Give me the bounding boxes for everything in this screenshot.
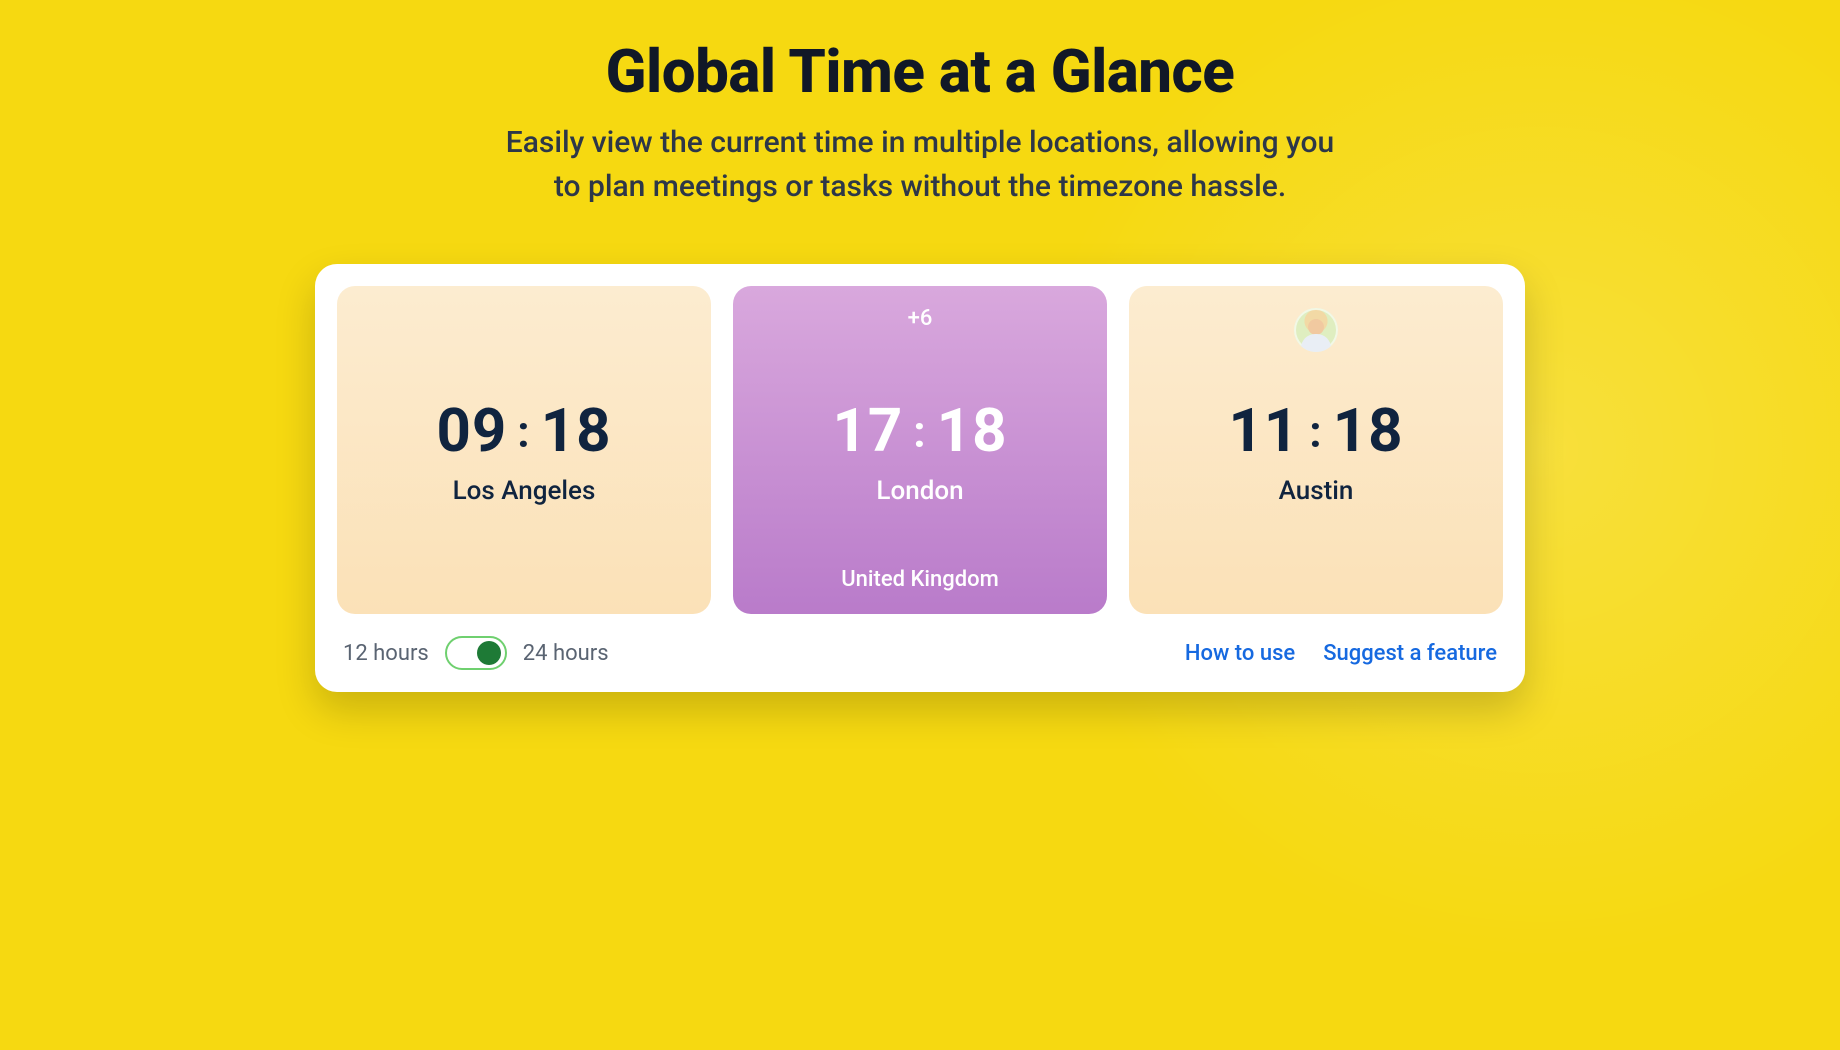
time-format-toggle: 12 hours 24 hours: [343, 636, 609, 670]
link-how-to-use[interactable]: How to use: [1185, 641, 1295, 666]
avatar: [1294, 308, 1338, 352]
clock-city: Austin: [1279, 476, 1354, 506]
link-suggest-feature[interactable]: Suggest a feature: [1323, 641, 1497, 666]
subtitle-line-2: to plan meetings or tasks without the ti…: [554, 169, 1286, 204]
clock-city: London: [876, 476, 963, 506]
clock-hours: 17: [832, 395, 903, 466]
clock-country: United Kingdom: [733, 567, 1107, 592]
clock-colon: :: [1305, 406, 1326, 458]
panel-footer: 12 hours 24 hours How to use Suggest a f…: [337, 636, 1503, 674]
clock-hours: 11: [1228, 395, 1299, 466]
label-24-hours: 24 hours: [523, 641, 609, 666]
clock-city: Los Angeles: [453, 476, 596, 506]
page-subtitle: Easily view the current time in multiple…: [506, 121, 1334, 208]
page-title: Global Time at a Glance: [606, 36, 1235, 107]
format-switch[interactable]: [445, 636, 507, 670]
clock-minutes: 18: [1333, 395, 1404, 466]
clock-cards-row: 09 : 18 Los Angeles +6 17 : 18 London Un…: [337, 286, 1503, 614]
clock-time: 11 : 18: [1228, 395, 1403, 466]
clock-card-austin[interactable]: 11 : 18 Austin: [1129, 286, 1503, 614]
footer-links: How to use Suggest a feature: [1185, 641, 1497, 666]
clock-colon: :: [513, 406, 534, 458]
clock-colon: :: [909, 406, 930, 458]
clock-minutes: 18: [541, 395, 612, 466]
subtitle-line-1: Easily view the current time in multiple…: [506, 125, 1334, 160]
clock-hours: 09: [436, 395, 507, 466]
clock-time: 17 : 18: [832, 395, 1007, 466]
clock-card-los-angeles[interactable]: 09 : 18 Los Angeles: [337, 286, 711, 614]
clock-panel: 09 : 18 Los Angeles +6 17 : 18 London Un…: [315, 264, 1525, 692]
clock-time: 09 : 18: [436, 395, 611, 466]
page-container: Global Time at a Glance Easily view the …: [0, 0, 1840, 692]
switch-knob: [477, 641, 501, 665]
clock-card-london[interactable]: +6 17 : 18 London United Kingdom: [733, 286, 1107, 614]
label-12-hours: 12 hours: [343, 641, 429, 666]
clock-offset: +6: [733, 306, 1107, 331]
clock-minutes: 18: [937, 395, 1008, 466]
